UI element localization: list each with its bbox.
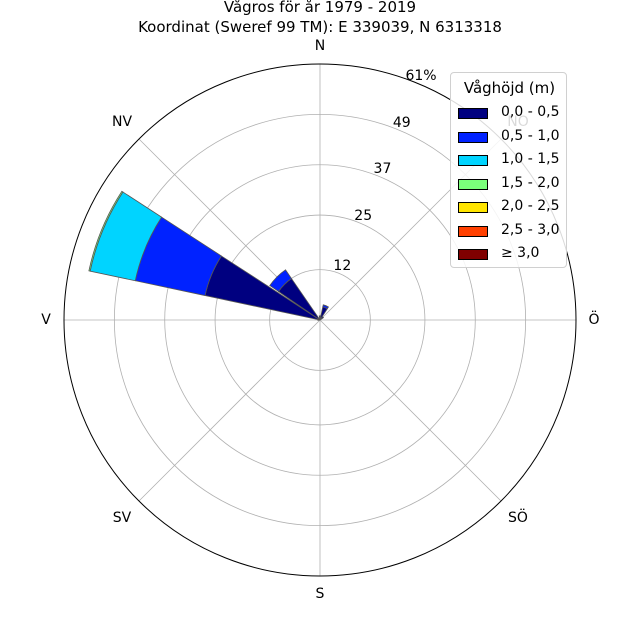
legend-label: 2,0 - 2,5 <box>501 198 560 214</box>
rose-bar-segment <box>319 315 325 321</box>
legend-swatch <box>458 131 488 143</box>
radial-tick-label: 49 <box>392 114 411 131</box>
direction-label: SV <box>112 509 132 526</box>
rose-bar-segment <box>317 319 321 321</box>
legend-label: ≥ 3,0 <box>501 245 540 261</box>
chart-title: Vågros för år 1979 - 2019 <box>223 0 417 16</box>
legend-swatch <box>458 202 488 213</box>
legend-label: 1,0 - 1,5 <box>501 151 560 167</box>
legend: Våghöjd (m) 0,0 - 0,5 0,5 - 1,0 1,0 - 1,5 1… <box>450 72 567 268</box>
legend-swatch <box>458 155 488 166</box>
grid-ring <box>113 113 527 527</box>
grid-ring <box>164 164 476 476</box>
legend-swatch <box>458 178 488 190</box>
polar-outer-ring <box>63 63 577 577</box>
legend-swatch <box>458 249 488 260</box>
radial-tick-label: 37 <box>373 161 392 178</box>
legend-title: Våghöjd (m) <box>463 79 556 97</box>
direction-label: Ö <box>588 312 600 328</box>
direction-label: SÖ <box>508 509 528 526</box>
grid-ring <box>214 214 426 426</box>
direction-label: S <box>315 586 325 602</box>
rose-bar-segment <box>88 190 124 272</box>
legend-label: 0,0 - 0,5 <box>501 104 560 120</box>
rose-bar-segment <box>204 255 321 321</box>
legend-swatch <box>458 108 488 119</box>
legend-label: 0,5 - 1,0 <box>501 127 560 144</box>
rose-bar-segment <box>269 269 293 293</box>
direction-label: V <box>41 312 51 328</box>
rose-bar-segment <box>322 304 330 310</box>
grid-spoke <box>319 319 502 502</box>
legend-swatch <box>458 225 488 237</box>
grid-spoke <box>138 319 321 502</box>
grid-ring <box>269 269 371 371</box>
direction-label: NV <box>111 114 133 130</box>
direction-label: N <box>314 38 326 54</box>
radial-tick-label: 61% <box>405 68 437 85</box>
radial-tick-label: 12 <box>333 258 352 275</box>
radial-tick-label: 25 <box>354 207 373 224</box>
chart-subtitle: Koordinat (Sweref 99 TM): E 339039, N 63… <box>138 18 502 36</box>
legend-label: 1,5 - 2,0 <box>501 174 560 191</box>
legend-label: 2,5 - 3,0 <box>501 221 560 238</box>
